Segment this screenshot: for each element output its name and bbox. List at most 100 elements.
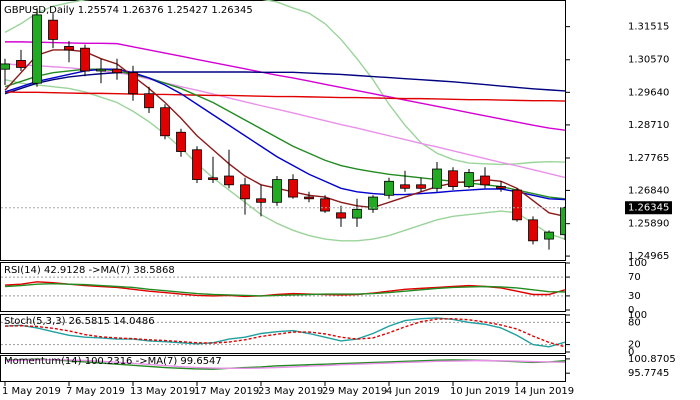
y-tick-label: 80	[628, 317, 641, 328]
name: ->MA(7)	[136, 356, 178, 367]
indicator-line	[4, 79, 565, 242]
candle-body	[400, 184, 410, 189]
x-tick-label: 13 May 2019	[130, 386, 195, 397]
low: 1.25427	[167, 5, 208, 16]
indicator-line	[4, 71, 565, 95]
y-tick-label: 1.25890	[628, 219, 669, 230]
candle-body	[368, 196, 378, 210]
candle-body	[160, 107, 170, 137]
candle-body	[304, 196, 314, 200]
indicator-line	[4, 281, 565, 298]
x-tick-label: 17 May 2019	[194, 386, 259, 397]
x-tick-label: 29 May 2019	[322, 386, 387, 397]
indicator-line	[4, 0, 565, 166]
close: 1.26345	[211, 5, 252, 16]
x-tick-label: 4 Jun 2019	[386, 386, 440, 397]
y-tick-label: 30	[628, 291, 641, 302]
candle-body	[448, 170, 458, 187]
value: 99.6547	[180, 356, 221, 367]
y-tick-label: 1.29640	[628, 87, 669, 98]
y-tick-label: 1.28710	[628, 120, 669, 131]
candle-body	[512, 189, 522, 221]
pane-marks	[1, 317, 565, 348]
x-tick-label: 23 May 2019	[258, 386, 323, 397]
y-tick-label: 1.27765	[628, 153, 669, 164]
stoch-label: Stoch(5,3,3) 26.5815 14.0486	[4, 316, 155, 327]
candle-body	[416, 184, 426, 189]
indicator-line	[5, 41, 565, 131]
value: 26.5815	[69, 316, 110, 327]
y-tick-label: 0	[628, 305, 634, 316]
name: Momentum(14)	[4, 356, 82, 367]
indicator-line	[4, 91, 565, 102]
price-tag	[625, 201, 672, 215]
candle-body	[32, 14, 42, 84]
candle-body	[144, 93, 154, 109]
indicator-line	[4, 282, 565, 297]
candle-body	[176, 131, 186, 152]
candle-body	[192, 149, 202, 180]
price-tag-label: 1.26345	[628, 203, 669, 214]
rsi-pane	[0, 262, 566, 312]
symbol: GBPUSD,Daily	[4, 5, 75, 16]
pane-marks	[0, 0, 565, 250]
x-tick-label: 14 Jun 2019	[514, 386, 574, 397]
candle-body	[16, 60, 26, 68]
name: RSI(14)	[4, 265, 41, 276]
candle-body	[320, 198, 330, 212]
chart-header: GBPUSD,Daily 1.25574 1.26376 1.25427 1.2…	[4, 5, 253, 16]
value: 42.9128	[44, 265, 85, 276]
y-tick-label: 100	[628, 258, 647, 269]
candle-body	[480, 175, 490, 186]
momentum-pane	[0, 355, 566, 382]
price-pane	[0, 0, 566, 261]
high: 1.26376	[122, 5, 163, 16]
candle-body	[256, 198, 266, 203]
candle-body	[464, 172, 474, 187]
candle-body	[384, 180, 394, 196]
value: 38.5868	[133, 265, 174, 276]
candle-body	[432, 168, 442, 189]
name: ->MA(7)	[89, 265, 131, 276]
indicator-line	[4, 317, 565, 348]
y-tick-label: 1.24965	[628, 251, 669, 262]
x-tick-label: 10 Jun 2019	[450, 386, 510, 397]
name: Stoch(5,3,3)	[4, 316, 66, 327]
candle-body	[112, 68, 122, 74]
rsi-label: RSI(14) 42.9128 ->MA(7) 38.5868	[4, 265, 175, 276]
y-tick-label: 70	[628, 272, 641, 283]
candle-body	[128, 72, 138, 95]
candle-body	[0, 63, 10, 70]
open: 1.25574	[78, 5, 119, 16]
candle-body	[96, 68, 106, 72]
momentum-label: Momentum(14) 100.2316 ->MA(7) 99.6547	[4, 356, 222, 367]
candle-body	[352, 208, 362, 219]
y-tick-label: 0	[628, 347, 634, 358]
candle-body	[48, 19, 58, 40]
candle-body	[496, 186, 506, 189]
candle-body	[544, 231, 554, 240]
y-tick-label: 100.8705	[628, 354, 676, 365]
indicator-line	[4, 317, 565, 348]
pane-marks	[4, 358, 565, 370]
x-tick-label: 1 May 2019	[2, 386, 61, 397]
candle-body	[528, 219, 538, 242]
candle-body	[240, 184, 250, 200]
candle-body	[272, 179, 282, 203]
value: 14.0486	[113, 316, 154, 327]
candle-body	[224, 175, 234, 186]
candle-body	[64, 46, 74, 51]
x-tick-label: 7 May 2019	[66, 386, 125, 397]
y-tick-label: 20	[628, 340, 641, 351]
candle-body	[336, 212, 346, 219]
candle-body	[208, 177, 218, 180]
y-tick-label: 100	[628, 310, 647, 321]
y-tick-label: 1.31515	[628, 22, 669, 33]
candle-body	[80, 47, 90, 72]
y-tick-label: 1.26840	[628, 185, 669, 196]
pane-marks	[1, 276, 565, 298]
y-tick-label: 95.7745	[628, 368, 669, 379]
y-tick-label: 1.30570	[628, 55, 669, 66]
indicator-line	[4, 358, 565, 370]
